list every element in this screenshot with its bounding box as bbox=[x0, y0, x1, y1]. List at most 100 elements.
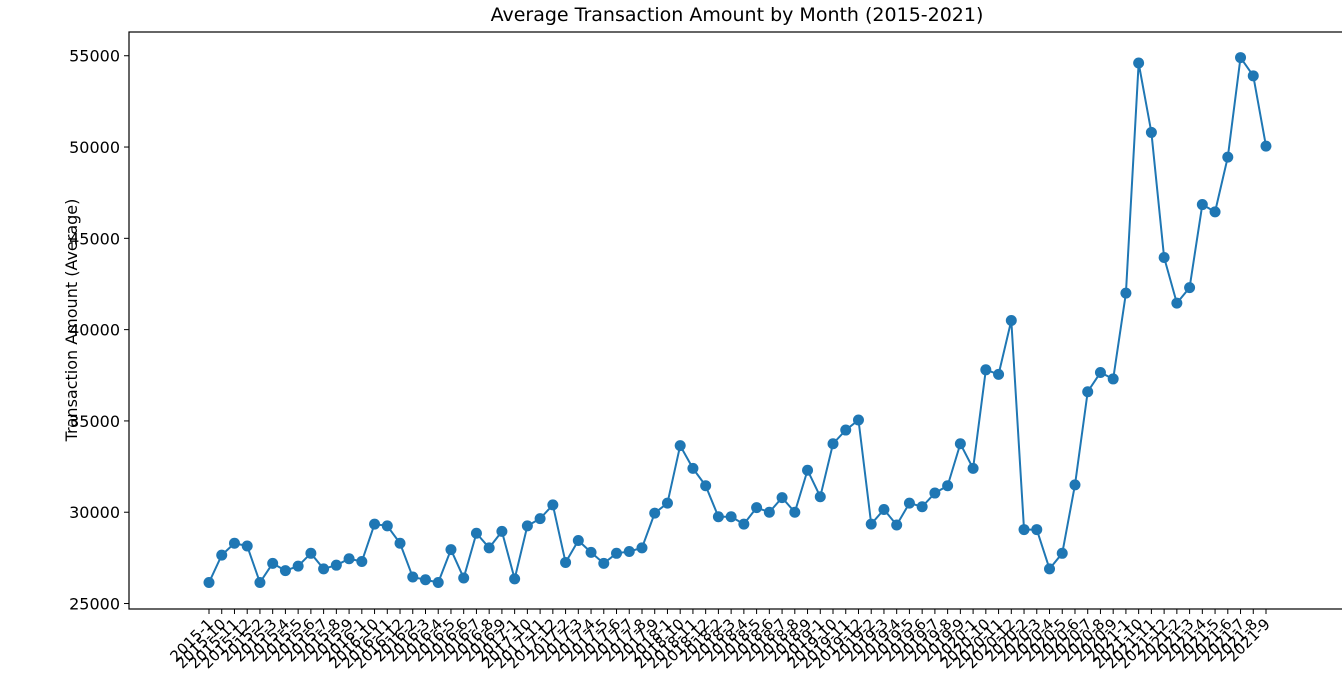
y-tick-label: 40000 bbox=[69, 321, 120, 340]
data-point bbox=[547, 499, 559, 511]
data-point bbox=[203, 577, 215, 589]
data-point bbox=[343, 553, 355, 565]
data-point bbox=[585, 546, 597, 558]
data-point bbox=[802, 464, 814, 476]
data-point bbox=[470, 527, 482, 539]
data-point bbox=[993, 368, 1005, 380]
data-point bbox=[228, 537, 240, 549]
data-point bbox=[1107, 373, 1119, 385]
data-point bbox=[852, 414, 864, 426]
data-point bbox=[419, 574, 431, 586]
data-point bbox=[942, 480, 954, 492]
data-point bbox=[1018, 524, 1030, 536]
y-axis: 25000 30000 35000 40000 45000 50000 55000 bbox=[69, 47, 129, 614]
data-point bbox=[1031, 524, 1043, 536]
data-point bbox=[1209, 206, 1221, 218]
data-point bbox=[394, 537, 406, 549]
data-point bbox=[369, 518, 381, 530]
data-point bbox=[458, 572, 470, 584]
data-point bbox=[483, 542, 495, 554]
plot-frame bbox=[128, 31, 1342, 610]
data-point bbox=[509, 573, 521, 585]
data-point bbox=[1222, 151, 1234, 163]
y-tick-label: 30000 bbox=[69, 503, 120, 522]
data-point bbox=[267, 557, 279, 569]
data-point bbox=[891, 519, 903, 531]
data-point bbox=[356, 556, 368, 568]
y-tick-label: 35000 bbox=[69, 412, 120, 431]
data-point bbox=[738, 518, 750, 530]
data-point bbox=[763, 506, 775, 518]
data-point bbox=[903, 497, 915, 509]
data-point bbox=[1094, 367, 1106, 379]
data-point bbox=[241, 540, 253, 552]
data-point bbox=[929, 487, 941, 499]
data-point bbox=[534, 513, 546, 525]
chart-title: Average Transaction Amount by Month (201… bbox=[491, 4, 984, 26]
data-point bbox=[661, 497, 673, 509]
series-line bbox=[208, 56, 1267, 584]
data-point bbox=[1005, 315, 1017, 326]
data-point bbox=[954, 438, 966, 450]
y-tick-label: 45000 bbox=[69, 229, 120, 248]
data-point bbox=[1120, 287, 1132, 299]
data-point bbox=[381, 520, 393, 532]
data-point bbox=[1260, 140, 1272, 152]
data-point bbox=[1056, 547, 1068, 559]
data-point bbox=[980, 364, 992, 376]
data-point bbox=[967, 462, 979, 474]
data-point bbox=[611, 547, 623, 559]
data-point bbox=[674, 440, 686, 452]
data-point bbox=[432, 577, 444, 589]
data-point bbox=[840, 424, 852, 436]
data-point bbox=[827, 438, 839, 450]
data-point bbox=[776, 492, 788, 504]
data-point bbox=[1044, 563, 1056, 575]
data-point bbox=[305, 547, 317, 559]
data-point bbox=[496, 525, 508, 537]
data-point bbox=[636, 542, 648, 554]
data-point bbox=[598, 557, 610, 569]
data-point bbox=[878, 503, 890, 515]
data-point bbox=[216, 549, 228, 561]
data-point bbox=[572, 535, 584, 547]
data-point bbox=[712, 511, 724, 523]
data-point bbox=[649, 507, 661, 519]
data-point bbox=[814, 491, 826, 503]
data-point bbox=[865, 518, 877, 530]
data-point bbox=[560, 556, 572, 568]
plot-area bbox=[203, 52, 1272, 589]
data-point bbox=[1133, 57, 1145, 69]
data-point bbox=[789, 506, 801, 518]
data-point bbox=[330, 559, 342, 571]
data-point bbox=[1171, 297, 1183, 309]
y-tick-label: 25000 bbox=[69, 595, 120, 614]
data-point bbox=[318, 563, 330, 575]
data-point bbox=[916, 501, 928, 513]
data-point bbox=[725, 511, 737, 523]
data-point bbox=[445, 544, 457, 556]
data-point bbox=[292, 560, 304, 572]
data-point bbox=[1235, 52, 1247, 64]
data-point bbox=[521, 520, 533, 532]
data-point bbox=[1082, 386, 1094, 398]
data-point bbox=[1196, 199, 1208, 211]
data-point bbox=[623, 545, 635, 557]
data-point bbox=[700, 480, 712, 492]
data-point bbox=[687, 462, 699, 474]
y-axis-label: Transaction Amount (Average) bbox=[62, 199, 81, 443]
y-tick-label: 55000 bbox=[69, 47, 120, 66]
data-point bbox=[279, 565, 291, 577]
data-point bbox=[1247, 70, 1259, 82]
y-tick-label: 50000 bbox=[69, 138, 120, 157]
x-axis: 2015-12015-102015-112015-122015-22015-32… bbox=[167, 609, 1274, 672]
data-point bbox=[1145, 126, 1157, 138]
data-point bbox=[254, 577, 266, 589]
data-point bbox=[751, 502, 763, 514]
data-point bbox=[1069, 479, 1081, 491]
data-point bbox=[1158, 252, 1170, 264]
data-point bbox=[407, 571, 419, 583]
data-point bbox=[1184, 282, 1196, 294]
